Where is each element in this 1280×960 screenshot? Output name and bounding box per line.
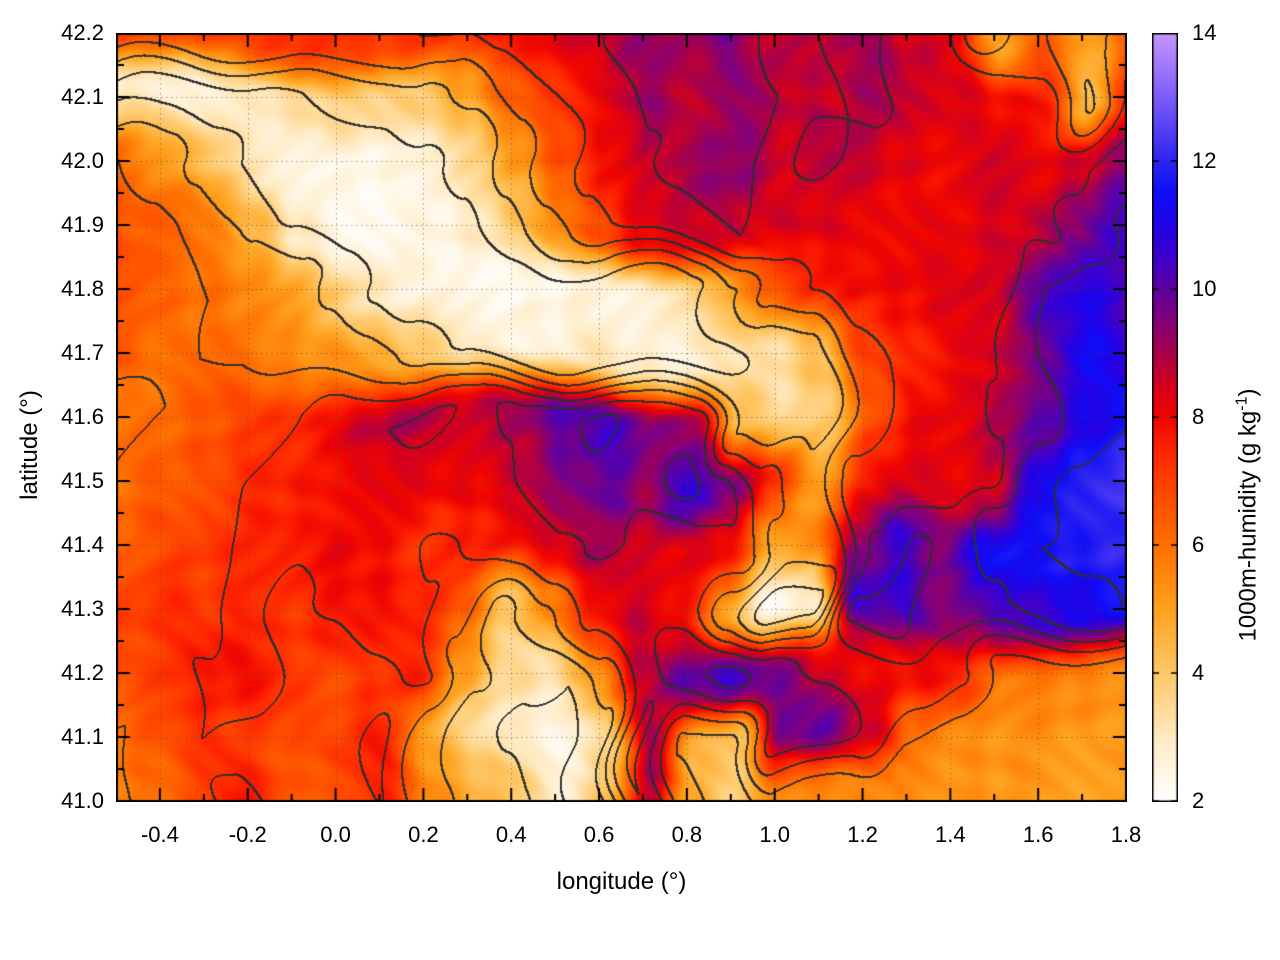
- y-tick-label: 42.0: [61, 148, 104, 173]
- x-tick-label: 0.4: [495, 822, 527, 847]
- colorbar-canvas: [1152, 33, 1178, 802]
- colorbar-tick-label: 12: [1192, 148, 1217, 173]
- x-tick-label: -0.4: [140, 822, 179, 847]
- x-tick-label: 0.6: [583, 822, 615, 847]
- y-tick-label: 41.6: [61, 404, 104, 429]
- y-tick-label: 41.3: [61, 596, 104, 621]
- x-tick-label: 1.2: [847, 822, 878, 847]
- x-tick-label: 1.0: [759, 822, 790, 847]
- y-tick-label: 41.4: [61, 532, 104, 557]
- y-tick-label: 42.1: [61, 84, 104, 109]
- colorbar-tick-label: 14: [1192, 20, 1217, 45]
- y-tick-label: 41.8: [61, 276, 104, 301]
- colorbar-title-superscript: -1: [1233, 396, 1251, 411]
- colorbar-tick-label: 6: [1192, 532, 1205, 557]
- y-tick-label: 42.2: [61, 20, 104, 45]
- colorbar-title-close: ): [1234, 388, 1262, 397]
- y-tick-label: 41.0: [61, 788, 104, 813]
- colorbar-tick-label: 2: [1192, 788, 1205, 813]
- colorbar-title-text: 1000m-humidity (g kg: [1234, 410, 1262, 642]
- x-tick-label: 1.8: [1110, 822, 1142, 847]
- y-tick-label: 41.7: [61, 340, 104, 365]
- x-tick-label: 0.0: [320, 822, 351, 847]
- x-tick-label: 0.2: [408, 822, 439, 847]
- y-tick-label: 41.2: [61, 660, 104, 685]
- x-tick-label: 0.8: [671, 822, 703, 847]
- y-tick-label: 41.9: [61, 212, 104, 237]
- x-tick-label: 1.4: [935, 822, 966, 847]
- colorbar-tick-label: 4: [1192, 660, 1205, 685]
- colorbar-tick-label: 8: [1192, 404, 1205, 429]
- y-tick-label: 41.1: [61, 724, 104, 749]
- x-tick-label: -0.2: [228, 822, 267, 847]
- y-tick-label: 41.5: [61, 468, 104, 493]
- colorbar-tick-label: 10: [1192, 276, 1217, 301]
- y-axis-title: latitude (°): [16, 390, 43, 500]
- heatmap-canvas: [116, 33, 1127, 802]
- colorbar-title: 1000m-humidity (g kg-1): [1234, 389, 1263, 642]
- x-tick-label: 1.6: [1022, 822, 1054, 847]
- x-axis-title: longitude (°): [556, 868, 687, 895]
